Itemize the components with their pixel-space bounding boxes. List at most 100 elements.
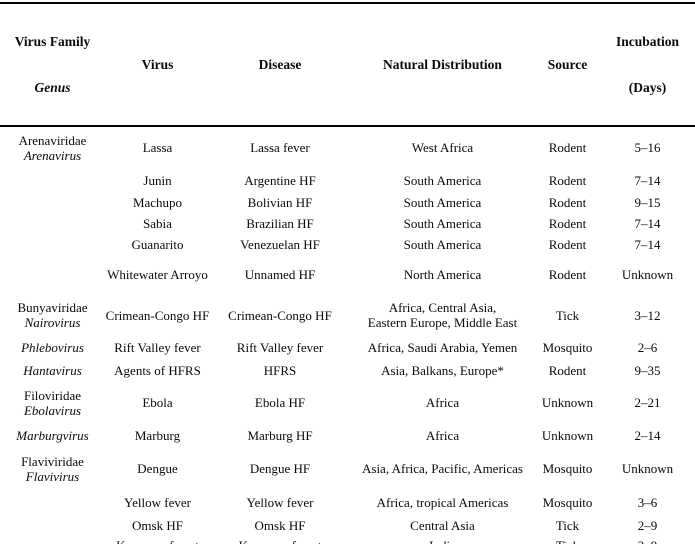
- family-name: Filoviridae: [23, 387, 82, 403]
- table-row: Omsk HF Omsk HF Central Asia Tick 2–9: [0, 515, 695, 536]
- virus-cell: Machupo: [132, 194, 183, 210]
- table-row: Marburgvirus Marburg Marburg HF Africa Unkno…: [0, 424, 695, 447]
- disease-cell: Crimean-Congo HF: [228, 307, 332, 323]
- distribution-cell: India: [350, 536, 535, 544]
- col-header-label: Disease: [258, 56, 302, 72]
- virus-cell: Omsk HF: [132, 517, 183, 533]
- disease-cell: Ebola HF: [254, 395, 306, 411]
- col-header-label: Incubation: [615, 34, 680, 50]
- table-row: Bunyaviridae Nairovirus Crimean-Congo HF Cr…: [0, 294, 695, 337]
- disease-cell: Argentine HF: [244, 172, 316, 188]
- virus-cell: Sabia: [143, 215, 172, 231]
- col-header-incubation: Incubation (Days): [600, 3, 695, 127]
- genus-name: Hantavirus: [23, 362, 82, 378]
- disease-cell: HFRS: [263, 362, 297, 378]
- source-cell: Rodent: [548, 237, 587, 253]
- family-cell: [0, 536, 105, 544]
- disease-cell: Dengue HF: [249, 461, 311, 477]
- family-cell: Flaviviridae Flavivirus: [0, 447, 105, 491]
- incubation-cell: 2–14: [634, 427, 661, 443]
- virus-cell: Crimean-Congo HF: [105, 307, 210, 323]
- source-cell: Mosquito: [542, 461, 593, 477]
- family-name: Arenaviridae: [18, 132, 87, 148]
- virus-cell: Lassa: [142, 140, 173, 156]
- incubation-cell: Unknown: [621, 461, 674, 477]
- distribution-cell: Asia, Balkans, Europe*: [381, 362, 504, 378]
- col-header-virus: Virus: [105, 3, 210, 127]
- virus-cell: Junin: [143, 172, 172, 188]
- family-cell: Bunyaviridae Nairovirus: [0, 294, 105, 337]
- family-cell: [0, 256, 105, 294]
- family-cell: [0, 192, 105, 213]
- disease-cell: Kyasanur forest Disease: [210, 536, 350, 544]
- virus-cell: Dengue: [137, 461, 178, 477]
- source-cell: Rodent: [548, 267, 587, 283]
- family-name: Flaviviridae: [21, 453, 84, 469]
- incubation-cell: 9–15: [634, 194, 661, 210]
- disease-cell: Unnamed HF: [244, 267, 316, 283]
- source-cell: Mosquito: [542, 340, 593, 356]
- virus-cell: Ebola: [142, 395, 173, 411]
- family-cell: Arenaviridae Arenavirus: [0, 126, 105, 169]
- table-row: Filoviridae Ebolavirus Ebola Ebola HF Africa…: [0, 382, 695, 424]
- family-cell: [0, 491, 105, 515]
- col-header-natural-distribution: Natural Distribution: [350, 3, 535, 127]
- source-cell: Unknown: [541, 427, 594, 443]
- genus-name: Ebolavirus: [23, 402, 82, 418]
- family-cell: [0, 234, 105, 256]
- distribution-cell: South America: [403, 237, 482, 253]
- col-header-source: Source: [535, 3, 600, 127]
- table-row: Flaviviridae Flavivirus Dengue Dengue HF Asi…: [0, 447, 695, 491]
- source-cell: Rodent: [548, 215, 587, 231]
- disease-cell: Lassa fever: [250, 140, 310, 156]
- disease-cell: Marburg HF: [247, 427, 313, 443]
- distribution-cell: Africa, tropical Americas: [376, 495, 509, 511]
- distribution-cell: Africa: [425, 427, 460, 443]
- disease-cell: Bolivian HF: [247, 194, 313, 210]
- source-cell: Mosquito: [542, 495, 593, 511]
- incubation-cell: 7–14: [634, 237, 661, 253]
- disease-cell: Yellow fever: [246, 495, 314, 511]
- family-cell: Phlebovirus: [0, 337, 105, 359]
- family-cell: Filoviridae Ebolavirus: [0, 382, 105, 424]
- distribution-cell: South America: [403, 194, 482, 210]
- col-header-genus-label: Genus: [34, 79, 71, 95]
- family-cell: [0, 213, 105, 234]
- virus-cell: Whitewater Arroyo: [107, 267, 208, 283]
- disease-cell: Venezuelan HF: [240, 237, 320, 253]
- family-cell: Hantavirus: [0, 359, 105, 382]
- virus-cell: Rift Valley fever: [114, 340, 201, 356]
- table-row: Junin Argentine HF South America Rodent 7–14: [0, 169, 695, 192]
- virus-cell: Yellow fever: [124, 495, 191, 511]
- genus-name: Marburgvirus: [16, 427, 89, 443]
- incubation-cell: 3–12: [634, 307, 661, 323]
- genus-name: Flavivirus: [25, 468, 80, 484]
- family-name: Bunyaviridae: [17, 300, 88, 316]
- distribution-cell: Africa: [425, 395, 460, 411]
- virus-cell: Agents of HFRS: [114, 362, 201, 378]
- incubation-cell: 5–16: [634, 140, 661, 156]
- col-header-label: Natural Distribution: [383, 56, 502, 72]
- table-row: Kyasanur forest diseaseKyasanur forest D…: [0, 536, 695, 544]
- source-cell: Tick: [555, 517, 580, 533]
- header-row: Virus Family Genus Virus Disease Natural…: [0, 3, 695, 127]
- family-cell: [0, 169, 105, 192]
- table-row: Phlebovirus Rift Valley fever Rift Valley …: [0, 337, 695, 359]
- table-body: Arenaviridae Arenavirus Lassa Lassa fever We…: [0, 126, 695, 544]
- distribution-cell: Central Asia: [410, 517, 475, 533]
- incubation-cell: 2–21: [634, 395, 661, 411]
- incubation-cell: 2–6: [637, 340, 658, 356]
- disease-cell: Brazilian HF: [246, 215, 314, 231]
- incubation-cell: 2–9: [637, 517, 658, 533]
- virus-cell: Marburg: [134, 427, 181, 443]
- col-header-label: Virus: [141, 56, 174, 72]
- table-row: Arenaviridae Arenavirus Lassa Lassa fever We…: [0, 126, 695, 169]
- col-header-virus-family: Virus Family Genus: [0, 3, 105, 127]
- source-cell: Tick: [535, 536, 600, 544]
- incubation-cell: 2–9: [600, 536, 695, 544]
- source-cell: Unknown: [541, 395, 594, 411]
- col-header-disease: Disease: [210, 3, 350, 127]
- incubation-cell: 7–14: [634, 172, 661, 188]
